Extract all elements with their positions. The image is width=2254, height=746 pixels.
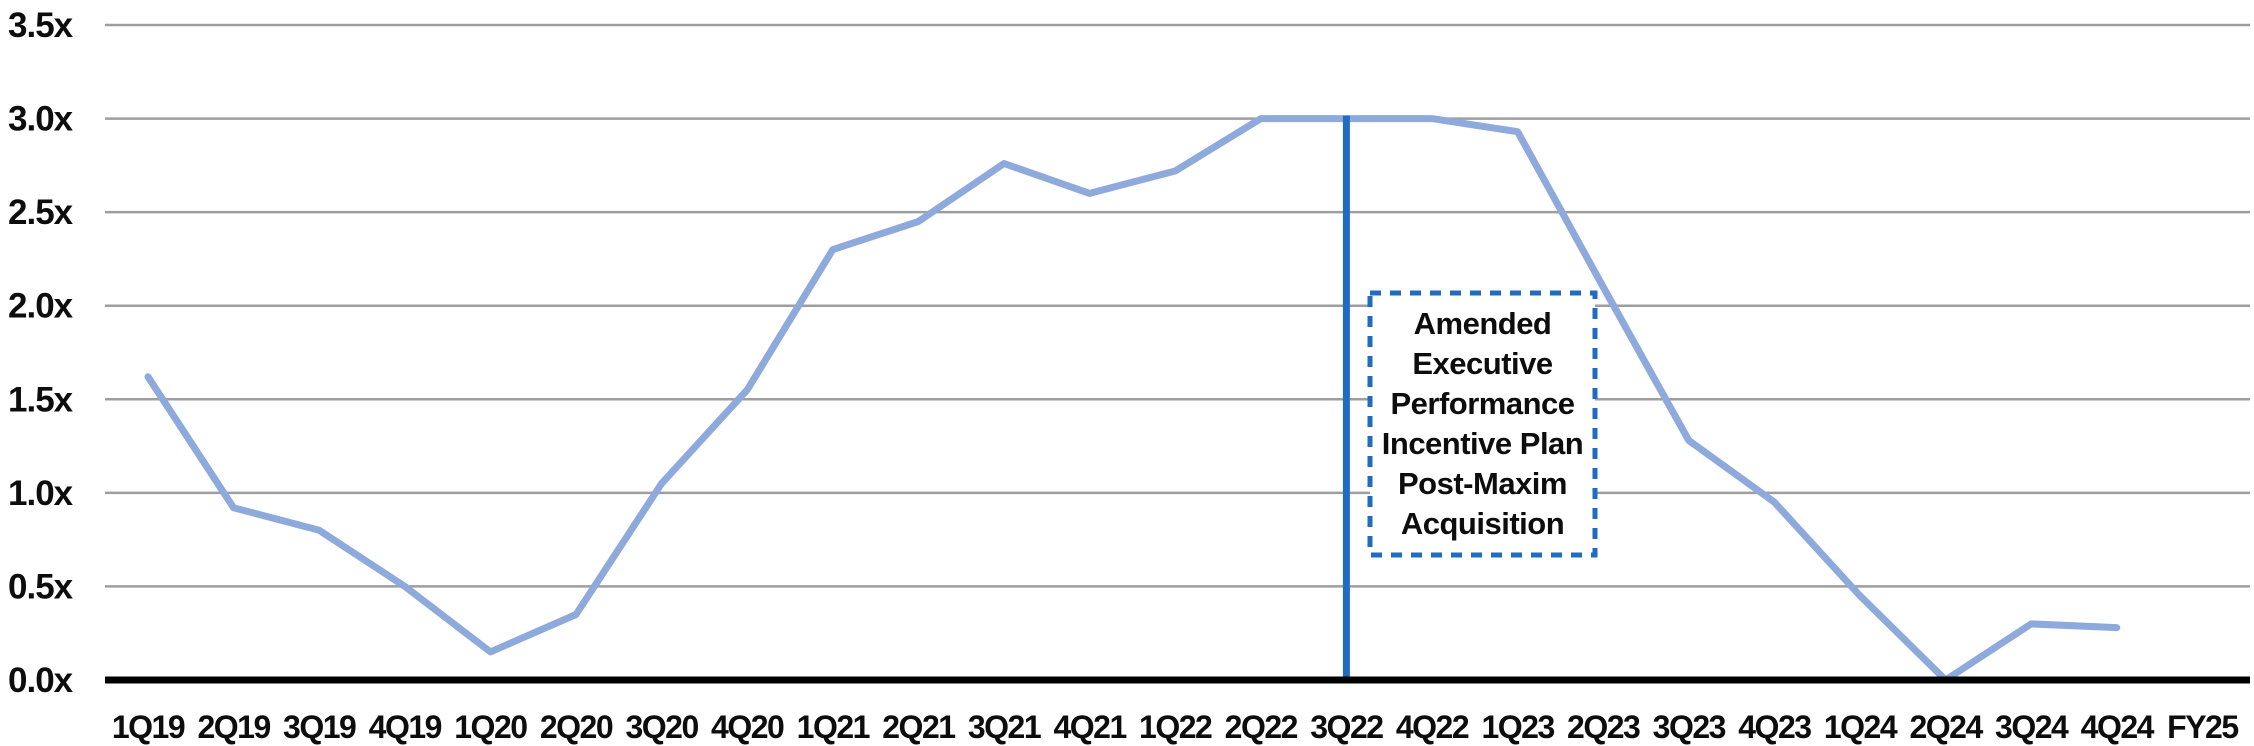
x-axis-tick-label: 4Q22	[1396, 709, 1469, 745]
x-axis-tick-label: 2Q20	[540, 709, 613, 745]
annotation-box: Amended Executive Performance Incentive …	[1368, 291, 1597, 557]
x-axis-tick-label: 2Q21	[882, 709, 955, 745]
x-axis-tick-label: 2Q24	[1909, 709, 1983, 745]
x-axis-tick-label: 3Q20	[625, 709, 698, 745]
y-axis-tick-label: 2.0x	[8, 287, 74, 326]
annotation-text: Amended Executive Performance Incentive …	[1381, 306, 1584, 541]
x-axis-tick-label: 1Q20	[454, 709, 527, 745]
x-axis-tick-label: 4Q23	[1738, 709, 1811, 745]
x-axis-tick-label: 1Q19	[112, 709, 185, 745]
x-axis-tick-label: 2Q23	[1567, 709, 1640, 745]
y-axis-tick-label: 1.5x	[8, 380, 74, 419]
x-axis-tick-label: 4Q21	[1053, 709, 1126, 745]
x-axis-tick-label: 2Q19	[197, 709, 270, 745]
y-axis-tick-label: 2.5x	[8, 193, 74, 232]
x-axis-tick-label: 3Q24	[1995, 709, 2069, 745]
x-axis-tick-label: 1Q21	[797, 709, 870, 745]
x-axis-tick-label: 1Q23	[1481, 709, 1554, 745]
x-axis-tick-label: 4Q20	[711, 709, 784, 745]
annotation-border	[1367, 290, 1598, 558]
y-axis-tick-label: 3.5x	[8, 6, 74, 45]
x-axis-tick-label: 3Q21	[968, 709, 1041, 745]
x-axis-tick-label: 3Q23	[1653, 709, 1726, 745]
x-axis-tick-label: 3Q19	[283, 709, 356, 745]
x-axis-tick-label: FY25	[2167, 709, 2238, 745]
y-axis-tick-label: 1.0x	[8, 474, 74, 513]
x-axis-tick-label: 3Q22	[1310, 709, 1383, 745]
x-axis-tick-label: 1Q22	[1139, 709, 1212, 745]
y-axis-tick-label: 0.5x	[8, 567, 74, 606]
x-axis-tick-label: 2Q22	[1225, 709, 1298, 745]
y-axis-tick-label: 0.0x	[8, 661, 74, 700]
x-axis-tick-label: 1Q24	[1824, 709, 1898, 745]
x-axis-tick-label: 4Q19	[369, 709, 442, 745]
x-axis-tick-label: 4Q24	[2081, 709, 2155, 745]
series-line	[144, 115, 2121, 684]
y-axis-tick-label: 3.0x	[8, 100, 74, 139]
